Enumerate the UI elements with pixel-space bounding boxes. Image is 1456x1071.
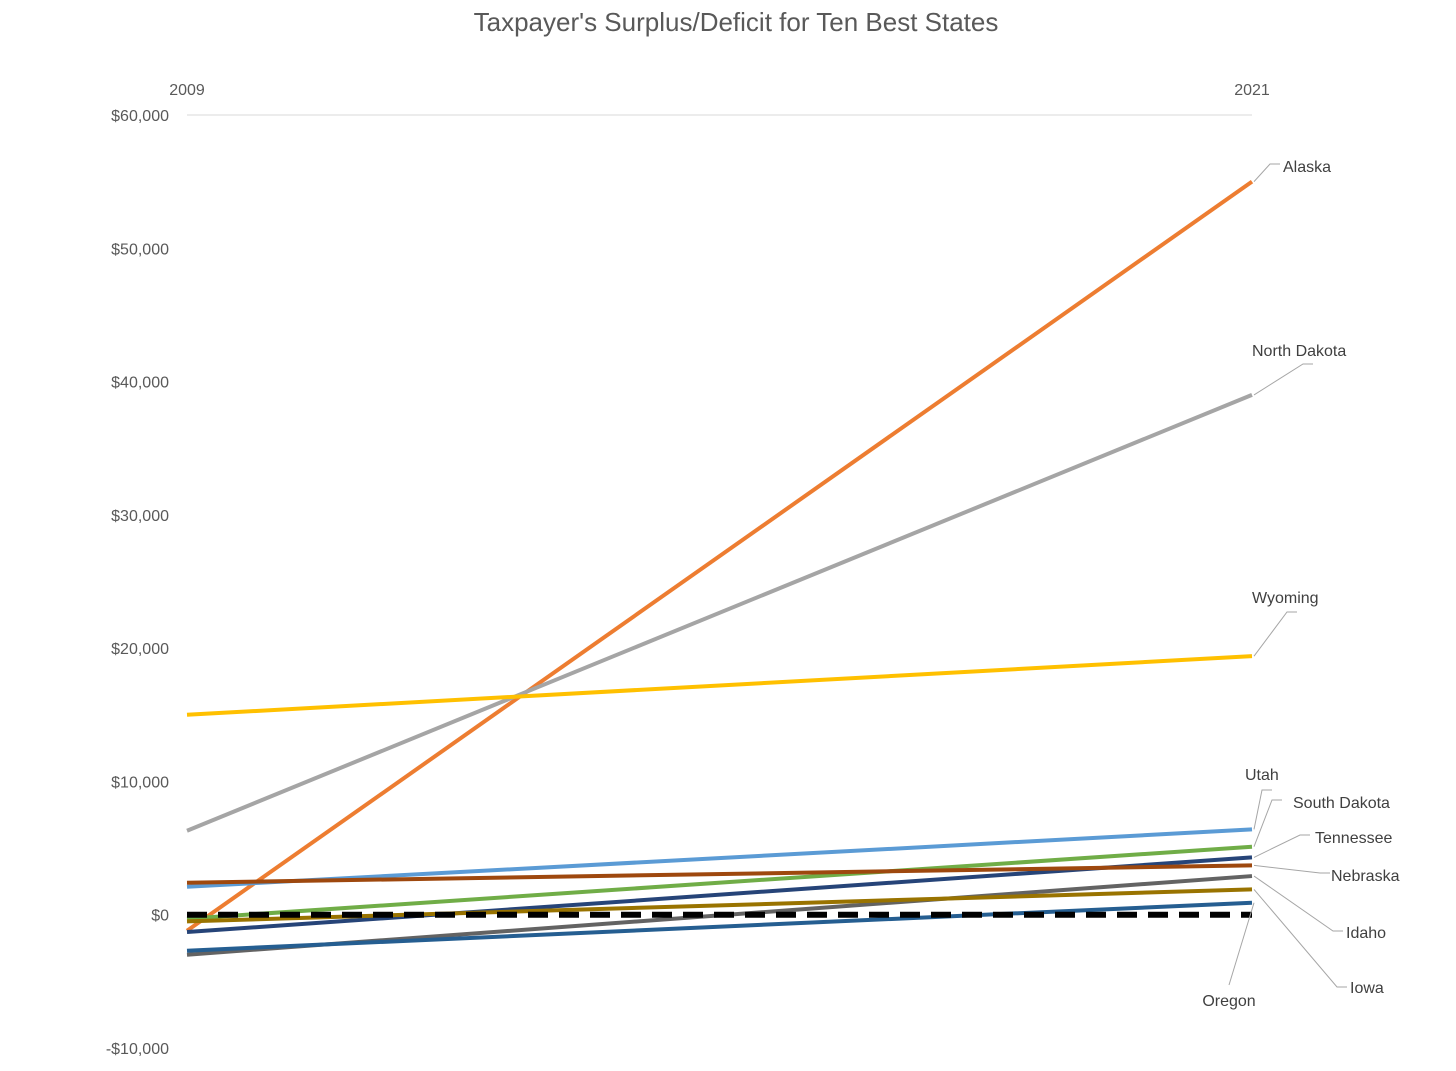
leader-line-iowa <box>1253 889 1347 988</box>
x-tick-label-2021: 2021 <box>1234 82 1270 99</box>
y-tick-label: $50,000 <box>111 241 169 258</box>
leader-line-north-dakota <box>1253 363 1313 396</box>
y-tick-label: -$10,000 <box>106 1041 169 1058</box>
leader-line-utah <box>1253 789 1272 830</box>
leader-line-oregon <box>1228 902 1255 986</box>
series-label-alaska: Alaska <box>1283 159 1331 176</box>
leader-line-alaska <box>1253 163 1280 182</box>
y-tick-label: $0 <box>151 908 169 925</box>
y-tick-label: $40,000 <box>111 375 169 392</box>
chart-title: Taxpayer's Surplus/Deficit for Ten Best … <box>474 7 999 37</box>
label-leader-lines <box>1228 163 1347 988</box>
series-label-wyoming: Wyoming <box>1252 590 1319 607</box>
series-label-idaho: Idaho <box>1346 925 1386 942</box>
leader-line-wyoming <box>1253 611 1297 657</box>
series-line-alaska <box>185 180 1254 933</box>
y-tick-label: $10,000 <box>111 774 169 791</box>
series-label-oregon: Oregon <box>1202 993 1255 1010</box>
series-line-nebraska <box>186 863 1253 885</box>
series-label-north-dakota: North Dakota <box>1252 343 1346 360</box>
y-tick-label: $20,000 <box>111 641 169 658</box>
x-tick-label-2009: 2009 <box>169 82 205 99</box>
y-axis-ticks: -$10,000 $0 $10,000 $20,000 $30,000 $40,000 $5… <box>106 108 169 1058</box>
series-line-iowa <box>186 887 1253 924</box>
series-line-wyoming <box>186 654 1253 717</box>
series-label-nebraska: Nebraska <box>1331 868 1400 885</box>
series-label-south-dakota: South Dakota <box>1293 795 1390 812</box>
leader-line-nebraska <box>1253 864 1330 874</box>
series-line-south-dakota <box>186 844 1253 921</box>
series-lines <box>185 180 1254 957</box>
series-label-utah: Utah <box>1245 767 1279 784</box>
y-tick-label: $60,000 <box>111 108 169 125</box>
series-labels: Alaska North Dakota Wyoming Utah South Dakot… <box>1202 159 1399 1010</box>
y-tick-label: $30,000 <box>111 508 169 525</box>
series-line-north-dakota <box>186 393 1253 833</box>
leader-line-tennessee <box>1253 834 1310 858</box>
series-line-utah <box>186 827 1253 889</box>
leader-line-south-dakota <box>1253 799 1282 847</box>
leader-line-idaho <box>1253 875 1343 932</box>
series-label-iowa: Iowa <box>1350 980 1384 997</box>
series-label-tennessee: Tennessee <box>1315 830 1392 847</box>
series-line-oregon <box>186 900 1253 953</box>
